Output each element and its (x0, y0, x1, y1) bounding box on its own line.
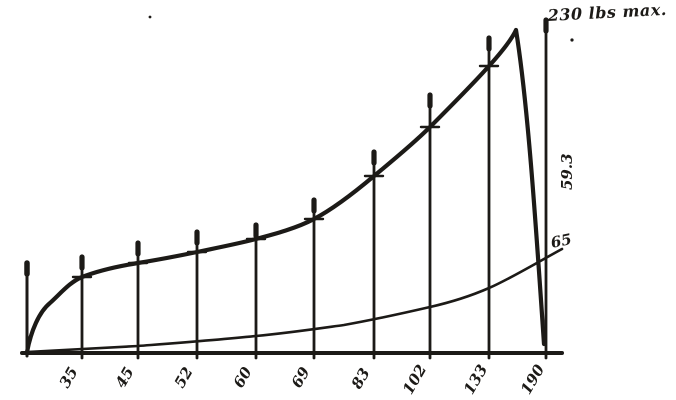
ordinate-tips (79, 17, 549, 271)
lower-curve (25, 247, 564, 354)
curve-cross-ticks (71, 64, 500, 279)
upper-curve (24, 27, 547, 355)
x-tick-label: 190 (517, 361, 549, 398)
x-tick-label: 69 (288, 363, 314, 391)
x-tick-label: 35 (56, 364, 82, 391)
chart-labels: 35 45 52 60 69 83 102 133 190 230 lbs ma… (56, 0, 668, 398)
scan-specks (148, 15, 574, 42)
right-vertical-value-label: 59.3 (558, 153, 576, 190)
x-tick-label: 133 (460, 361, 491, 397)
lower-curve-end-label: 65 (549, 230, 573, 252)
x-tick-label: 45 (112, 364, 138, 391)
max-pressure-label: 230 lbs max. (546, 0, 667, 25)
x-tick-label: 52 (171, 364, 197, 391)
x-tick-label: 102 (399, 361, 430, 397)
chart-ink (20, 17, 564, 360)
x-tick-label: 60 (230, 363, 256, 391)
x-tick-label: 83 (348, 365, 374, 392)
